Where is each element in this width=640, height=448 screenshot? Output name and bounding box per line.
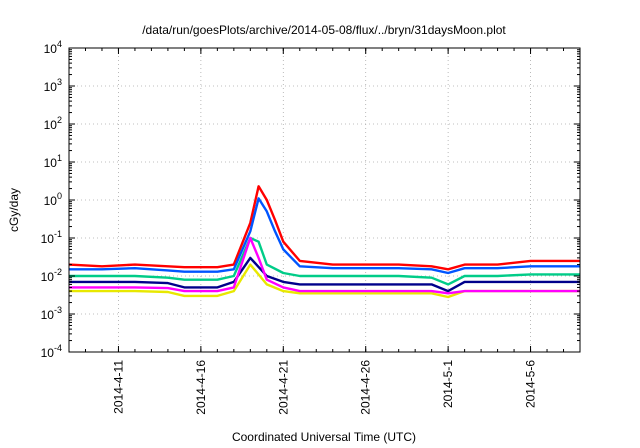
- y-tick-label: 10-2: [41, 267, 62, 284]
- y-tick-label: 100: [44, 191, 62, 208]
- y-tick-label: 10-3: [41, 305, 62, 322]
- x-tick-label: 2014-4-21: [276, 360, 290, 415]
- x-tick-label: 2014-4-26: [359, 360, 373, 415]
- series-line: [69, 236, 580, 286]
- y-axis: 10-4 10-3 10-2 10-1 100 101 102 103 104: [41, 39, 580, 360]
- x-axis-label: Coordinated Universal Time (UTC): [232, 430, 416, 444]
- x-tick-label: 2014-5-6: [524, 360, 538, 408]
- series-line: [68, 185, 580, 271]
- x-tick-label: 2014-5-1: [441, 360, 455, 408]
- series-group: [68, 185, 580, 299]
- y-tick-label: 10-1: [41, 229, 62, 246]
- y-tick-label: 103: [44, 77, 62, 94]
- y-axis-label: cGy/day: [7, 188, 21, 232]
- y-tick-label: 101: [44, 153, 62, 170]
- x-axis: 2014-4-11 2014-4-16 2014-4-21 2014-4-26 2014…: [84, 48, 565, 415]
- y-tick-label: 102: [44, 115, 62, 132]
- grid: [69, 48, 580, 352]
- series-line: [69, 236, 580, 295]
- series-line: [69, 256, 580, 293]
- chart-title: /data/run/goesPlots/archive/2014-05-08/f…: [142, 23, 506, 37]
- x-tick-label: 2014-4-16: [194, 360, 208, 415]
- x-tick-label: 2014-4-11: [111, 360, 125, 414]
- y-tick-label: 104: [44, 39, 62, 56]
- y-tick-label: 10-4: [41, 343, 62, 360]
- series-line: [69, 197, 580, 275]
